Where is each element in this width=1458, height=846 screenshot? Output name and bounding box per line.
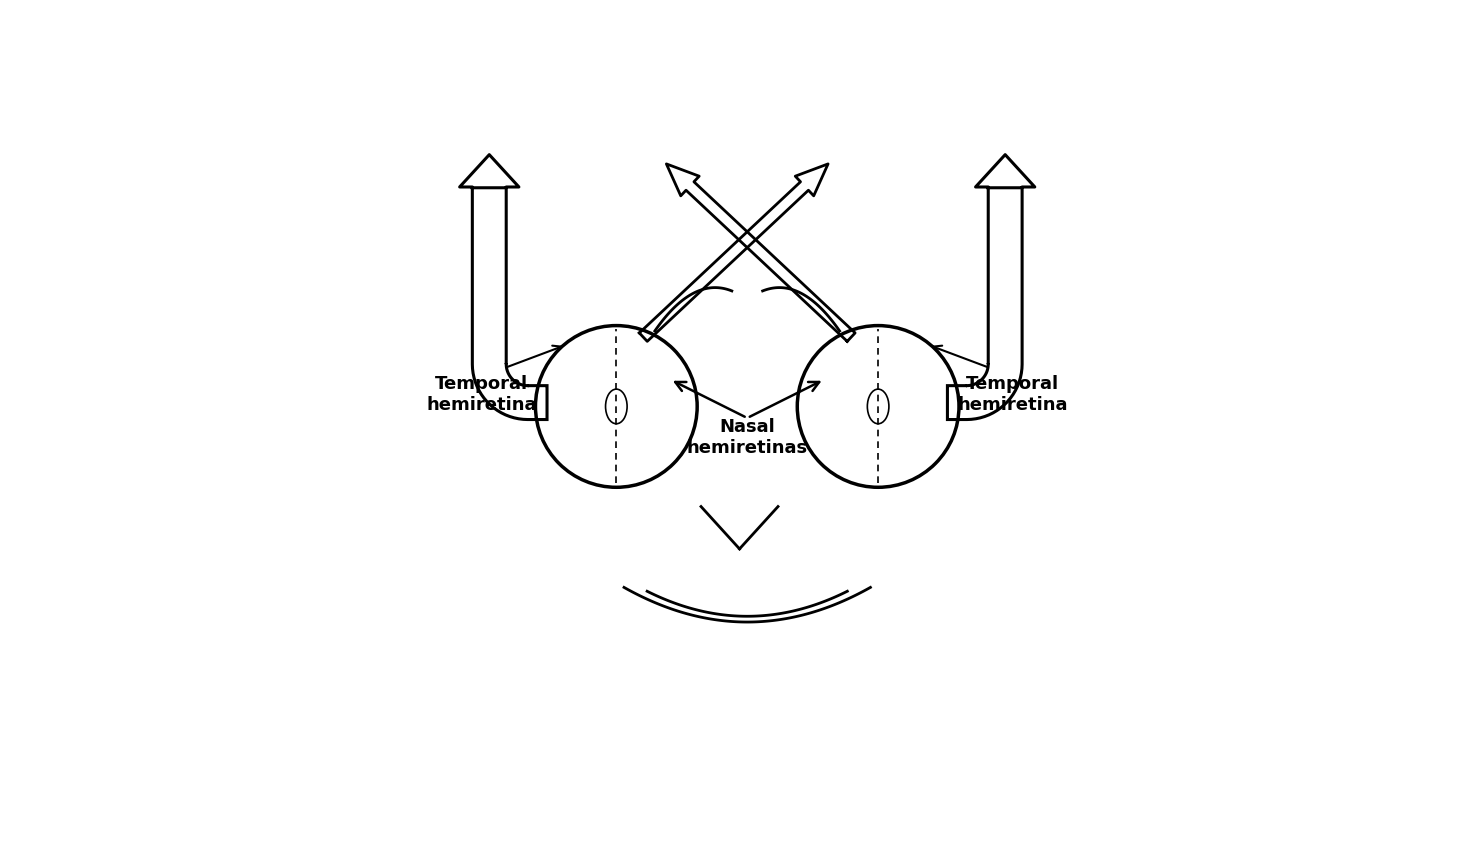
Polygon shape bbox=[975, 155, 1035, 188]
Polygon shape bbox=[666, 164, 856, 341]
Text: Temporal
hemiretina: Temporal hemiretina bbox=[958, 376, 1069, 415]
Polygon shape bbox=[948, 187, 1022, 420]
Polygon shape bbox=[459, 155, 519, 188]
Polygon shape bbox=[639, 164, 828, 341]
Polygon shape bbox=[472, 187, 547, 420]
Text: Nasal
hemiretinas: Nasal hemiretinas bbox=[687, 418, 808, 457]
Text: Temporal
hemiretina: Temporal hemiretina bbox=[426, 376, 537, 415]
